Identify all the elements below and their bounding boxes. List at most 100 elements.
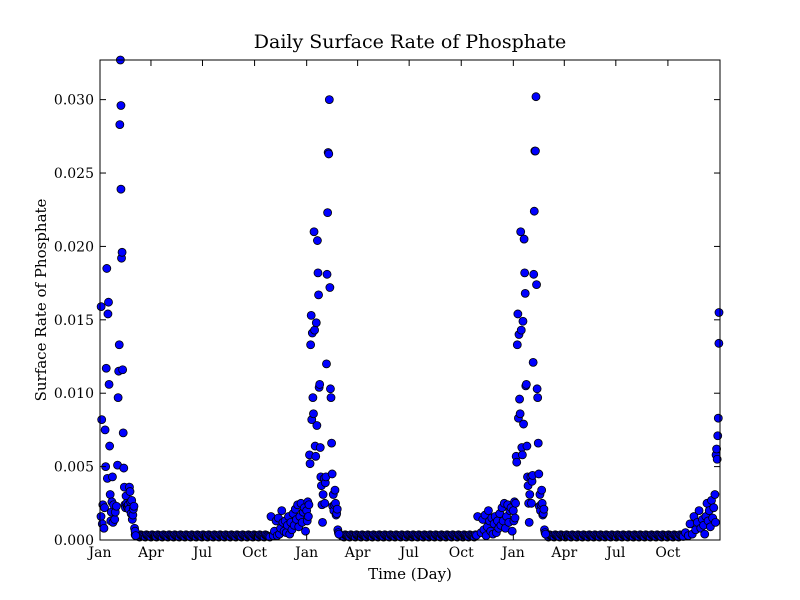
data-point xyxy=(531,146,540,156)
data-point xyxy=(313,236,322,245)
data-point xyxy=(527,498,536,508)
data-point xyxy=(318,490,328,499)
data-point xyxy=(522,441,532,451)
y-tick-label: 0.005 xyxy=(54,460,94,476)
data-point xyxy=(334,529,344,539)
data-point xyxy=(713,413,723,423)
data-point xyxy=(105,441,115,451)
y-tick-label: 0.000 xyxy=(54,533,94,549)
data-point xyxy=(532,280,541,289)
data-point xyxy=(516,227,526,237)
data-point xyxy=(309,409,318,419)
data-point xyxy=(100,503,109,513)
x-tick-label: Jan xyxy=(293,545,318,561)
data-point xyxy=(118,365,128,375)
data-point xyxy=(539,504,549,514)
data-point xyxy=(710,490,720,499)
data-point xyxy=(532,384,542,394)
x-tick-label: Jul xyxy=(398,545,420,561)
x-tick-label: Apr xyxy=(344,545,371,561)
data-point xyxy=(712,444,721,454)
x-tick-label: Jan xyxy=(500,545,525,561)
data-point xyxy=(104,297,113,307)
data-point xyxy=(112,501,121,511)
data-point xyxy=(314,290,323,300)
data-point xyxy=(119,463,129,473)
data-point xyxy=(531,92,541,102)
data-point xyxy=(519,419,528,429)
x-tick-label: Jul xyxy=(604,545,626,561)
x-tick-label: Oct xyxy=(655,545,680,561)
data-point xyxy=(529,269,539,279)
data-point xyxy=(712,454,722,464)
data-point xyxy=(533,438,543,448)
data-point xyxy=(694,506,704,516)
data-point xyxy=(525,490,535,499)
x-tick-label: Apr xyxy=(550,545,577,561)
data-point xyxy=(108,472,117,482)
data-point xyxy=(97,415,107,425)
data-point xyxy=(323,208,333,218)
data-point xyxy=(301,526,310,536)
data-point xyxy=(511,498,520,508)
data-point xyxy=(484,506,493,516)
data-point xyxy=(131,531,141,540)
data-point xyxy=(326,384,335,394)
data-point xyxy=(520,268,530,278)
data-point xyxy=(518,316,528,326)
data-point xyxy=(711,517,720,527)
data-point xyxy=(113,393,123,403)
data-point xyxy=(700,529,710,539)
data-point xyxy=(508,506,518,516)
data-point xyxy=(533,393,543,403)
plot-frame xyxy=(99,59,721,541)
data-point xyxy=(105,490,115,499)
data-point xyxy=(312,421,322,430)
data-point xyxy=(313,268,323,278)
data-point xyxy=(99,523,109,533)
data-point xyxy=(534,469,544,479)
x-tick-label: Jan xyxy=(87,545,112,561)
data-point xyxy=(330,485,340,495)
data-point xyxy=(322,359,331,369)
data-point xyxy=(324,149,334,159)
data-point xyxy=(327,469,337,479)
data-point xyxy=(277,506,287,516)
data-point xyxy=(507,526,517,536)
data-point xyxy=(512,457,522,467)
data-point xyxy=(101,363,111,373)
data-point xyxy=(322,269,332,279)
data-point xyxy=(315,379,325,389)
data-point xyxy=(100,425,110,435)
data-point xyxy=(308,393,318,403)
data-point xyxy=(541,529,551,539)
data-point xyxy=(521,379,531,389)
data-point xyxy=(524,517,534,527)
chart-title: Daily Surface Rate of Phosphate xyxy=(254,31,566,53)
data-point xyxy=(305,459,315,469)
data-point xyxy=(516,325,526,335)
data-point xyxy=(537,485,547,495)
data-point xyxy=(513,309,523,319)
data-point xyxy=(315,443,325,452)
data-point xyxy=(327,438,336,448)
data-point xyxy=(309,227,319,237)
data-point xyxy=(110,515,120,524)
data-point xyxy=(520,288,530,298)
axis-ticks: Jan Apr Jul Oct Jan Apr Jul Oct Jan Apr Jul Oct 0.00… xyxy=(54,60,720,561)
x-tick-label: Oct xyxy=(449,545,474,561)
y-tick-label: 0.020 xyxy=(54,239,94,255)
data-point xyxy=(116,184,126,194)
data-point xyxy=(102,264,112,273)
data-point xyxy=(709,503,719,513)
data-point xyxy=(310,325,319,335)
data-point xyxy=(324,95,334,105)
data-point xyxy=(96,512,106,521)
data-point xyxy=(519,234,529,244)
data-point xyxy=(714,308,724,317)
data-point xyxy=(311,318,321,328)
x-tick-label: Apr xyxy=(137,545,164,561)
data-point xyxy=(304,500,314,510)
data-point xyxy=(515,409,525,419)
